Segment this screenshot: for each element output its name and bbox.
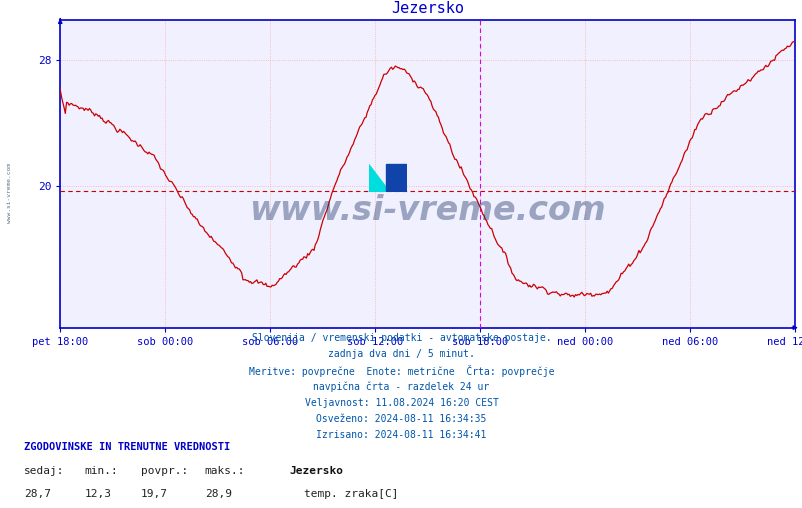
Text: ZGODOVINSKE IN TRENUTNE VREDNOSTI: ZGODOVINSKE IN TRENUTNE VREDNOSTI bbox=[24, 441, 230, 452]
Text: 28,9: 28,9 bbox=[205, 489, 232, 499]
Text: povpr.:: povpr.: bbox=[140, 466, 188, 476]
Text: zadnja dva dni / 5 minut.: zadnja dva dni / 5 minut. bbox=[328, 349, 474, 359]
Text: navpična črta - razdelek 24 ur: navpična črta - razdelek 24 ur bbox=[313, 382, 489, 392]
Text: www.si-vreme.com: www.si-vreme.com bbox=[249, 195, 606, 228]
Polygon shape bbox=[386, 165, 407, 193]
Text: Osveženo: 2024-08-11 16:34:35: Osveženo: 2024-08-11 16:34:35 bbox=[316, 414, 486, 424]
Text: Izrisano: 2024-08-11 16:34:41: Izrisano: 2024-08-11 16:34:41 bbox=[316, 430, 486, 440]
Title: Jezersko: Jezersko bbox=[391, 2, 464, 16]
Text: 19,7: 19,7 bbox=[140, 489, 168, 499]
Polygon shape bbox=[368, 165, 390, 193]
Text: min.:: min.: bbox=[84, 466, 118, 476]
Text: maks.:: maks.: bbox=[205, 466, 245, 476]
Text: 12,3: 12,3 bbox=[84, 489, 111, 499]
Text: Meritve: povprečne  Enote: metrične  Črta: povprečje: Meritve: povprečne Enote: metrične Črta:… bbox=[249, 365, 553, 377]
Text: sedaj:: sedaj: bbox=[24, 466, 64, 476]
Text: Jezersko: Jezersko bbox=[289, 466, 342, 476]
Text: 28,7: 28,7 bbox=[24, 489, 51, 499]
Text: Veljavnost: 11.08.2024 16:20 CEST: Veljavnost: 11.08.2024 16:20 CEST bbox=[304, 398, 498, 408]
Text: www.si-vreme.com: www.si-vreme.com bbox=[7, 163, 12, 223]
Text: Slovenija / vremenski podatki - avtomatske postaje.: Slovenija / vremenski podatki - avtomats… bbox=[251, 333, 551, 343]
Text: temp. zraka[C]: temp. zraka[C] bbox=[303, 489, 398, 499]
